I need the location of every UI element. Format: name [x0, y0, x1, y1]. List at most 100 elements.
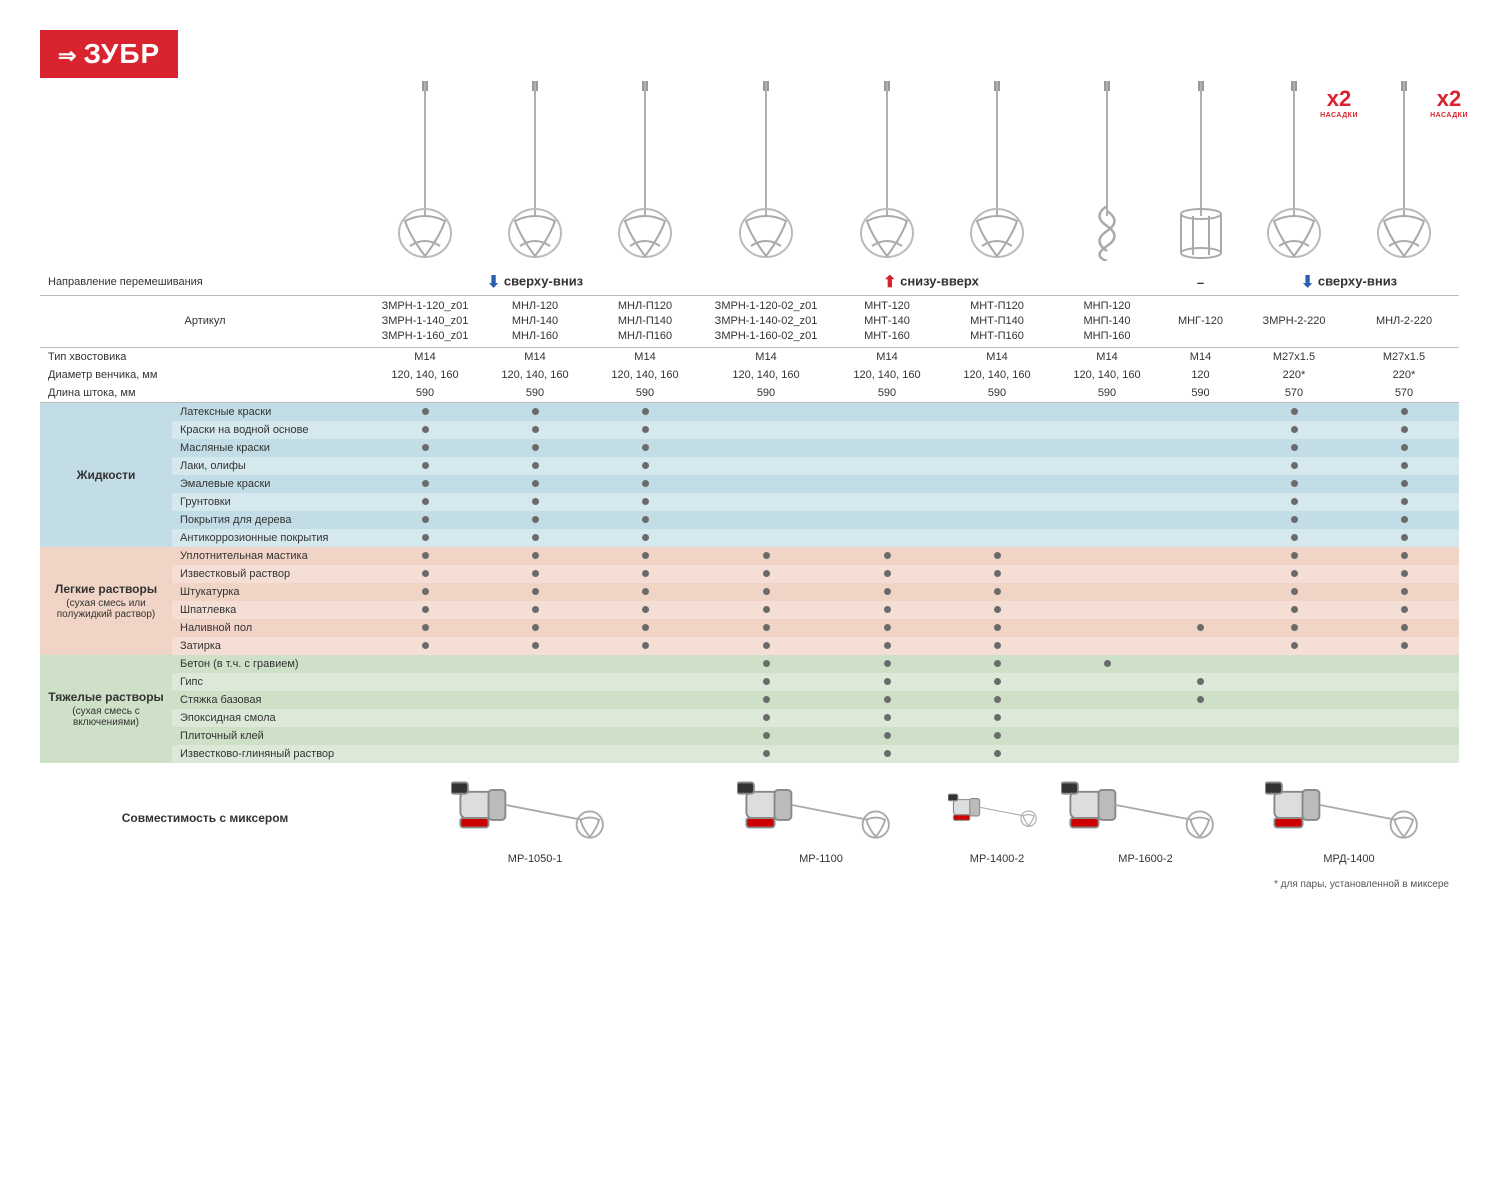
len-cell: 590 — [700, 384, 832, 403]
shank-cell: М14 — [1162, 347, 1239, 366]
dot-icon — [422, 552, 429, 559]
dot-icon — [422, 498, 429, 505]
compat-cell — [370, 655, 480, 673]
compat-cell — [942, 457, 1052, 475]
compat-cell — [1239, 529, 1349, 547]
dot-icon — [884, 606, 891, 613]
category-label: Жидкости — [40, 402, 172, 547]
compat-cell — [1052, 619, 1162, 637]
compat-cell — [832, 547, 942, 565]
compat-cell — [1349, 601, 1459, 619]
dot-icon — [1401, 570, 1408, 577]
x2-badge: x2НАСАДКИ — [1320, 86, 1358, 119]
compat-cell — [1162, 565, 1239, 583]
dot-icon — [884, 642, 891, 649]
diam-cell: 220* — [1349, 366, 1459, 384]
compat-cell — [370, 421, 480, 439]
direction-label: Направление перемешивания — [40, 269, 370, 296]
dot-icon — [994, 624, 1001, 631]
compat-cell — [832, 709, 942, 727]
dot-icon — [1291, 426, 1298, 433]
dot-icon — [642, 552, 649, 559]
shank-cell: М14 — [480, 347, 590, 366]
compat-cell — [700, 619, 832, 637]
compat-cell — [1052, 493, 1162, 511]
dot-icon — [1197, 624, 1204, 631]
len-cell: 590 — [942, 384, 1052, 403]
compat-cell — [590, 421, 700, 439]
diam-cell: 120 — [1162, 366, 1239, 384]
material-label: Эпоксидная смола — [172, 709, 370, 727]
direction-cell: ⬆ снизу-вверх — [700, 269, 1162, 296]
dot-icon — [422, 624, 429, 631]
dot-icon — [994, 570, 1001, 577]
compat-cell — [1239, 691, 1349, 709]
shank-label: Тип хвостовика — [40, 347, 370, 366]
dot-icon — [994, 750, 1001, 757]
compat-cell — [700, 727, 832, 745]
dot-icon — [642, 570, 649, 577]
dot-icon — [1291, 408, 1298, 415]
compat-cell — [832, 565, 942, 583]
dot-icon — [1401, 444, 1408, 451]
direction-cell: – — [1162, 269, 1239, 296]
compat-cell — [480, 637, 590, 655]
material-label: Масляные краски — [172, 439, 370, 457]
dot-icon — [1291, 534, 1298, 541]
compat-cell — [832, 601, 942, 619]
material-label: Известковый раствор — [172, 565, 370, 583]
sku-cell: МНТ-П120 МНТ-П140 МНТ-П160 — [942, 296, 1052, 348]
compat-cell — [700, 709, 832, 727]
shank-cell: М14 — [590, 347, 700, 366]
dot-icon — [532, 606, 539, 613]
dot-icon — [994, 732, 1001, 739]
compat-cell — [1162, 475, 1239, 493]
compat-cell — [1239, 457, 1349, 475]
dot-icon — [642, 606, 649, 613]
dot-icon — [994, 660, 1001, 667]
compat-cell — [1239, 673, 1349, 691]
compat-cell — [590, 637, 700, 655]
product-image — [370, 78, 480, 269]
dot-icon — [642, 498, 649, 505]
dot-icon — [884, 678, 891, 685]
dot-icon — [1401, 606, 1408, 613]
dot-icon — [642, 588, 649, 595]
compat-cell — [370, 745, 480, 763]
compat-cell — [942, 691, 1052, 709]
material-label: Эмалевые краски — [172, 475, 370, 493]
compat-cell — [1052, 601, 1162, 619]
compat-cell — [1162, 457, 1239, 475]
compat-cell — [1162, 745, 1239, 763]
product-image — [480, 78, 590, 269]
product-image — [942, 78, 1052, 269]
compat-cell — [1349, 475, 1459, 493]
sku-cell: МНП-120 МНП-140 МНП-160 — [1052, 296, 1162, 348]
compat-cell — [1349, 457, 1459, 475]
dot-icon — [422, 462, 429, 469]
compat-cell — [1239, 475, 1349, 493]
compat-cell — [1162, 511, 1239, 529]
dot-icon — [763, 660, 770, 667]
compat-cell — [1239, 709, 1349, 727]
len-cell: 590 — [832, 384, 942, 403]
compat-cell — [700, 421, 832, 439]
compat-cell — [700, 637, 832, 655]
dot-icon — [763, 552, 770, 559]
diam-cell: 120, 140, 160 — [480, 366, 590, 384]
dot-icon — [1291, 570, 1298, 577]
compat-cell — [480, 475, 590, 493]
compat-cell — [590, 709, 700, 727]
compat-cell — [480, 655, 590, 673]
dot-icon — [1104, 660, 1111, 667]
compat-cell — [370, 457, 480, 475]
compat-cell — [1162, 529, 1239, 547]
compat-cell — [832, 511, 942, 529]
compat-cell — [590, 547, 700, 565]
compat-cell — [942, 655, 1052, 673]
direction-cell: ⬇ сверху-вниз — [1239, 269, 1459, 296]
compat-cell — [590, 475, 700, 493]
compat-cell — [1239, 619, 1349, 637]
compat-cell — [590, 583, 700, 601]
compat-cell — [1239, 547, 1349, 565]
